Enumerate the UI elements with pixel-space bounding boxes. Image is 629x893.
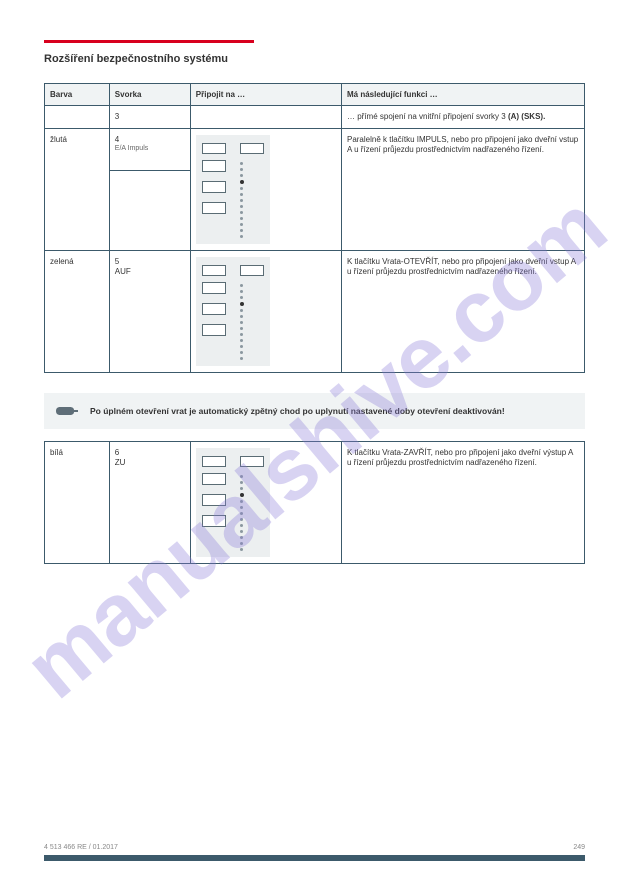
dip-top-right [240, 265, 264, 276]
footer-text-row: 4 513 466 RE / 01.2017 249 [44, 844, 585, 851]
dip-chip [202, 324, 226, 336]
section-title: Rozšíření bezpečnostního systému [44, 53, 585, 65]
table-row: zelená 5 AUF [45, 251, 585, 373]
cell-function: Paralelně k tlačítku IMPULS, nebo pro př… [341, 129, 584, 251]
cell-connect [190, 251, 341, 373]
dip-top-left [202, 143, 226, 154]
cell-color [45, 106, 110, 129]
th-function: Má následující funkci … [341, 84, 584, 106]
dip-chip [202, 181, 226, 193]
dip-diagram [196, 135, 270, 244]
cell-connect [190, 106, 341, 129]
th-terminal: Svorka [109, 84, 190, 106]
dip-chip [202, 303, 226, 315]
dip-dots [240, 282, 244, 360]
cell-connect [190, 129, 341, 251]
cell-terminal: 5 AUF [109, 251, 190, 373]
dip-chip [202, 494, 226, 506]
main-table: Barva Svorka Připojit na … Má následujíc… [44, 83, 585, 373]
cell-terminal: 6 ZU [109, 442, 190, 564]
page-content: Rozšíření bezpečnostního systému Barva S… [0, 0, 629, 564]
th-connect: Připojit na … [190, 84, 341, 106]
dip-top-left [202, 265, 226, 276]
table-row: bílá 6 ZU [45, 442, 585, 564]
dip-chip [202, 160, 226, 172]
dip-chip [202, 282, 226, 294]
dip-top-left [202, 456, 226, 467]
dip-dots [240, 160, 244, 238]
footer-right: 249 [573, 844, 585, 851]
dip-diagram [196, 448, 270, 557]
footer-left: 4 513 466 RE / 01.2017 [44, 844, 118, 851]
note-box: Po úplném otevření vrat je automatický z… [44, 393, 585, 429]
dip-chip [202, 473, 226, 485]
note-text: Po úplném otevření vrat je automatický z… [90, 406, 575, 416]
cell-terminal: 3 [109, 106, 190, 129]
cell-color: bílá [45, 442, 110, 564]
table-row: 3 … přímé spojení na vnitřní připojení s… [45, 106, 585, 129]
cell-function: K tlačítku Vrata-OTEVŘÍT, nebo pro připo… [341, 251, 584, 373]
cell-function: … přímé spojení na vnitřní připojení svo… [341, 106, 584, 129]
table-row: žlutá 4 E/A Impuls [45, 129, 585, 171]
cell-function: K tlačítku Vrata-ZAVŘÍT, nebo pro připoj… [341, 442, 584, 564]
dip-top-right [240, 456, 264, 467]
cell-color: zelená [45, 251, 110, 373]
dip-chip [202, 515, 226, 527]
cell-terminal: 4 E/A Impuls [109, 129, 190, 171]
footer-bar [44, 855, 585, 861]
pointing-hand-icon [54, 401, 80, 421]
th-color: Barva [45, 84, 110, 106]
dip-top-right [240, 143, 264, 154]
cell-connect [190, 442, 341, 564]
secondary-table: bílá 6 ZU [44, 441, 585, 564]
red-rule [44, 40, 254, 43]
table-header-row: Barva Svorka Připojit na … Má následujíc… [45, 84, 585, 106]
dip-dots [240, 473, 244, 551]
dip-chip [202, 202, 226, 214]
cell-color: žlutá [45, 129, 110, 251]
cell-terminal [109, 171, 190, 251]
dip-diagram [196, 257, 270, 366]
